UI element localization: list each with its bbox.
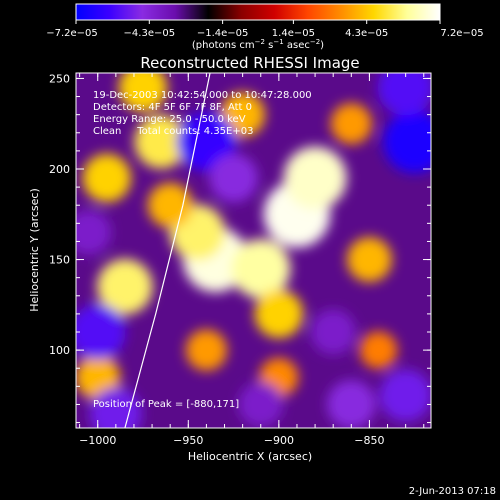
annotation-energy-range: Energy Range: 25.0 - 50.0 keV [93,114,246,125]
heatmap-blob [379,369,431,422]
heatmap-blob [147,182,193,228]
heatmap-blob [254,289,304,339]
heatmap-blob [176,112,237,172]
solar-limb-line [124,73,211,428]
colorbar-tick-label: 7.2e−05 [440,28,483,39]
annotation-clean-counts: Clean Total counts: 4.35E+03 [93,126,253,137]
chart-title: Reconstructed RHESSI Image [140,54,359,72]
heatmap-blob [97,258,153,315]
x-tick-label: −900 [264,434,294,447]
colorbar-tick-label: −7.2e−05 [46,28,98,39]
annotation-detectors: Detectors: 4F 5F 6F 7F 8F, Att 0 [93,102,252,113]
heatmap-blob [327,380,376,428]
annotation-block: 19-Dec-2003 10:42:54.000 to 10:47:28.000… [93,90,312,410]
x-tick-label: −1000 [79,434,116,447]
colorbar-unit-label: (photons cm−2 s−1 asec−2) [192,38,324,51]
x-axis: −1000 −950 −900 −850 [79,73,425,447]
heatmap-blob [330,103,372,145]
y-tick-label: 150 [49,254,70,267]
annotation-time-range: 19-Dec-2003 10:42:54.000 to 10:47:28.000 [93,90,312,101]
heatmap-blob [76,304,126,360]
heatmap-blob [118,73,168,112]
heatmap-blob [231,238,291,299]
heatmap-blob [383,110,431,174]
x-axis-label: Heliocentric X (arcsec) [188,450,312,463]
heatmap-blob [346,237,392,283]
annotation-peak-position: Position of Peak = [-880,171] [93,399,239,410]
heatmap-blob [238,382,284,427]
heatmap-blob [76,209,112,255]
colorbar-tick-label: −4.3e−05 [124,28,176,39]
heatmap-blob [185,329,228,371]
y-tick-label: 100 [49,344,70,357]
heatmap-blob [82,153,132,203]
heatmap-blob [283,146,347,210]
y-axis-label: Heliocentric Y (arcsec) [28,188,41,312]
heatmap-blob [134,115,188,169]
plot-frame [75,72,432,429]
x-tick-label: −850 [354,434,384,447]
heatmap-blob [209,153,258,203]
footer-date: 2-Jun-2013 07:18 [409,486,496,497]
heatmap-blob [359,331,398,369]
colorbar-tick-label: −1.4e−05 [197,28,249,39]
colorbar-ticks: −7.2e−05 −4.3e−05 −1.4e−05 1.4e−05 4.3e−05 7.… [46,20,484,39]
colorbar-tick-label: 1.4e−05 [272,28,315,39]
y-axis: 100 150 200 250 [49,72,431,424]
colorbar-tick-label: 4.3e−05 [345,28,388,39]
heatmap-blob [89,387,142,428]
heatmap-image [76,73,431,428]
y-tick-label: 250 [49,72,70,85]
colorbar [75,3,441,21]
heatmap-blob [377,73,431,116]
heatmap-blob [310,309,356,355]
y-tick-label: 200 [49,163,70,176]
x-tick-label: −950 [173,434,203,447]
